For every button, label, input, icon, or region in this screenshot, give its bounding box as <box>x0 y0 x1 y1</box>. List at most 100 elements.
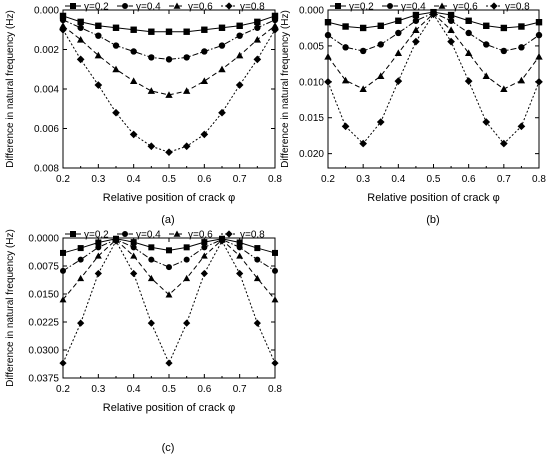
series-4 <box>59 237 279 367</box>
data-point <box>77 18 84 26</box>
data-point <box>200 77 209 85</box>
data-point <box>148 54 155 61</box>
data-point <box>518 23 525 30</box>
data-point <box>272 249 278 256</box>
data-point <box>148 256 155 263</box>
data-point <box>499 139 508 148</box>
data-point <box>324 19 332 26</box>
y-tick-label: 0.0225 <box>28 318 59 329</box>
data-point <box>59 16 67 24</box>
data-point <box>130 26 137 33</box>
data-point <box>236 239 243 246</box>
data-point <box>324 31 332 39</box>
data-point <box>130 48 137 55</box>
data-point <box>412 11 420 19</box>
data-point <box>236 269 244 278</box>
data-point <box>165 148 173 157</box>
data-point <box>465 17 472 24</box>
data-point <box>183 54 190 61</box>
data-point <box>535 31 543 39</box>
data-point <box>235 81 244 89</box>
data-point <box>77 319 85 327</box>
data-point <box>218 42 226 49</box>
data-point <box>395 17 402 24</box>
legend-marker <box>387 3 393 9</box>
x-axis-label: Relative position of crack φ <box>367 192 499 204</box>
caption-c: (c) <box>161 442 175 454</box>
y-tick-label: 0.0300 <box>28 346 59 357</box>
data-point <box>271 296 279 303</box>
data-point <box>500 24 508 32</box>
data-point <box>112 24 120 31</box>
data-point <box>147 87 156 94</box>
legend-label: γ=0.2 <box>84 2 109 13</box>
legend-marker <box>122 3 128 9</box>
data-point <box>429 10 438 19</box>
legend: γ=0.2 γ=0.4 γ=0.6 γ=0.8 <box>65 2 265 13</box>
data-point <box>77 24 84 31</box>
data-point <box>254 24 261 31</box>
data-point <box>130 239 137 246</box>
data-point <box>500 85 508 92</box>
legend-label: γ=0.6 <box>188 230 213 241</box>
data-point <box>359 85 367 92</box>
y-tick-label: 0.004 <box>34 85 59 96</box>
x-tick-label: 0.7 <box>497 174 511 185</box>
data-point <box>447 11 455 19</box>
data-point <box>94 252 102 259</box>
legend-label: γ=0.8 <box>240 230 265 241</box>
y-tick-label: 0.0000 <box>28 234 59 245</box>
x-tick-label: 0.6 <box>462 174 476 185</box>
y-axis-label: Difference in natural frequency (Hz) <box>280 10 291 168</box>
chart-panel-3: 0.2 0.3 0.4 0.5 0.6 0.7 0.8 0.0000 0.0075 0.0150 0… <box>5 229 282 414</box>
series-line <box>62 29 276 153</box>
legend-marker <box>70 3 76 9</box>
data-point <box>94 269 102 278</box>
data-point <box>236 244 243 251</box>
y-tick-label: 0.000 <box>299 6 324 17</box>
data-point <box>464 77 473 85</box>
x-tick-label: 0.4 <box>127 384 141 395</box>
series-3 <box>324 9 543 92</box>
data-point <box>77 245 84 252</box>
x-tick-label: 0.2 <box>56 384 70 395</box>
y-tick-label: 0.0150 <box>28 290 59 301</box>
data-point <box>112 108 120 117</box>
data-point <box>95 244 102 251</box>
x-tick-label: 0.7 <box>233 384 247 395</box>
legend-marker <box>438 2 446 9</box>
data-point <box>77 256 84 263</box>
x-tick-label: 0.3 <box>91 174 105 185</box>
data-point <box>165 56 173 63</box>
chart-panel-1: 0.2 0.3 0.4 0.5 0.6 0.7 0.8 0.000 0.002 0.004 0.00… <box>5 2 282 205</box>
data-point <box>59 296 67 303</box>
data-point <box>483 22 490 29</box>
data-point <box>201 26 208 33</box>
y-tick-label: 0.002 <box>34 45 59 56</box>
data-point <box>165 28 173 35</box>
x-tick-label: 0.8 <box>532 174 546 185</box>
data-point <box>447 26 455 34</box>
data-point <box>253 55 262 64</box>
data-point <box>272 267 278 274</box>
y-tick-label: 0.006 <box>34 124 59 135</box>
legend-label: γ=0.4 <box>136 2 161 13</box>
x-axis-label: Relative position of crack φ <box>103 402 235 414</box>
data-point <box>254 245 261 252</box>
data-point <box>218 108 226 117</box>
data-point <box>324 53 332 60</box>
x-tick-label: 0.4 <box>391 174 405 185</box>
x-tick-label: 0.2 <box>56 174 70 185</box>
data-point <box>254 18 261 26</box>
legend-marker <box>490 2 498 10</box>
data-point <box>535 53 543 60</box>
data-point <box>447 17 455 24</box>
chart-panel-2: 0.2 0.3 0.4 0.5 0.6 0.7 0.8 0.000 0.005 0.010 0.01… <box>280 2 546 205</box>
data-point <box>376 118 385 126</box>
data-point <box>377 72 385 80</box>
legend-marker <box>70 231 76 237</box>
data-point <box>76 35 85 43</box>
x-tick-label: 0.5 <box>427 174 441 185</box>
data-point <box>236 22 243 29</box>
